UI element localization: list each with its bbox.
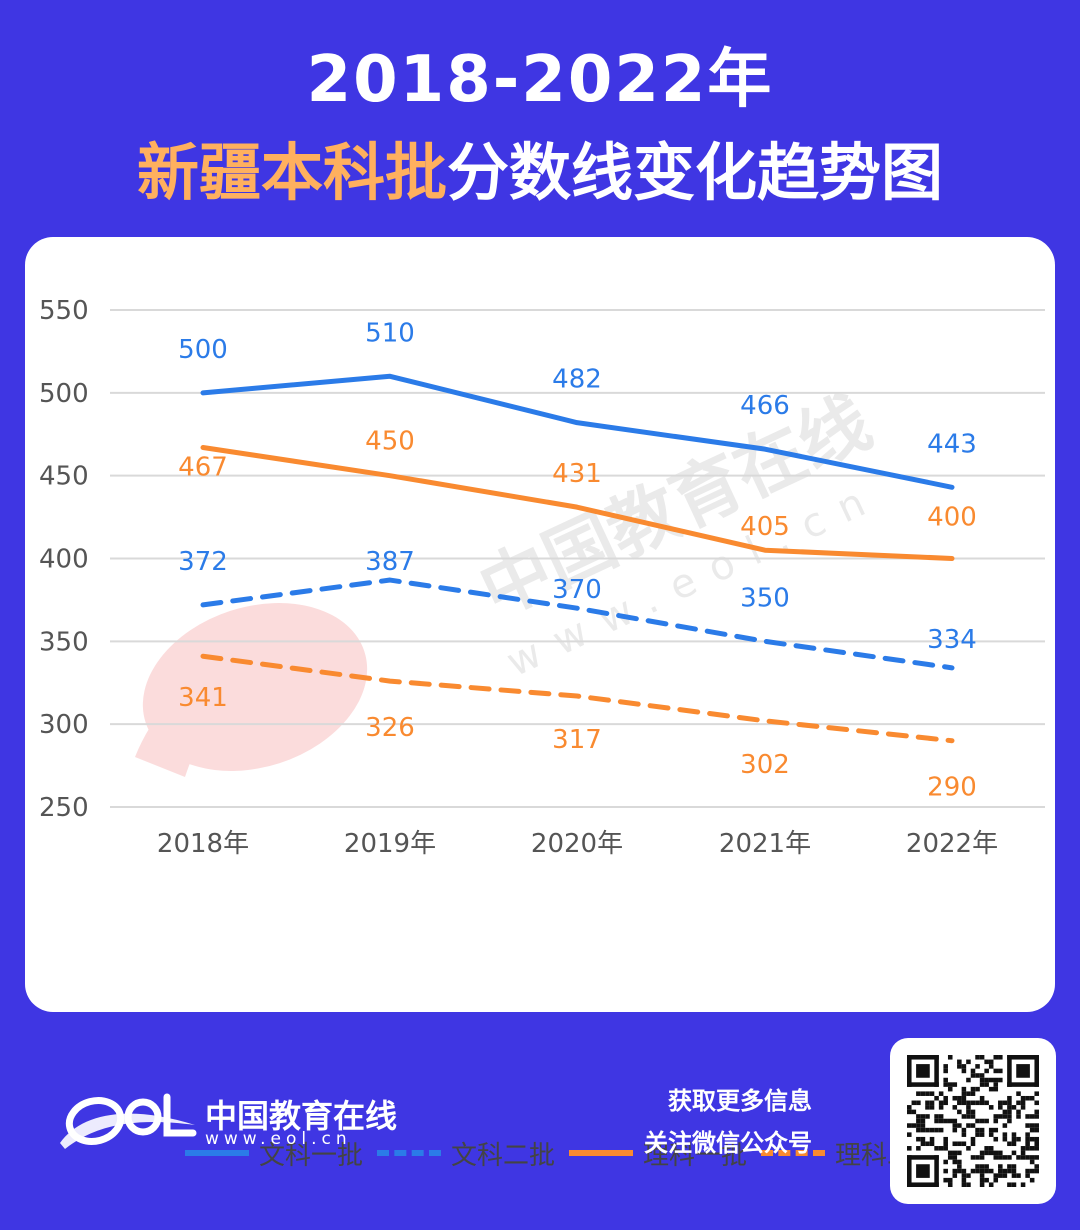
data-label: 443 bbox=[927, 429, 977, 459]
legend-swatch bbox=[185, 1150, 249, 1156]
data-label: 467 bbox=[178, 453, 228, 483]
data-label: 326 bbox=[365, 713, 415, 743]
brand-url: www.eol.cn bbox=[205, 1129, 352, 1149]
data-label: 350 bbox=[740, 583, 790, 613]
chart-legend: 文科一批 文科二批 理科一批 理科二批 bbox=[185, 1133, 953, 1173]
legend-item: 文科一批 bbox=[185, 1135, 363, 1172]
data-label: 431 bbox=[552, 459, 602, 489]
data-label: 370 bbox=[552, 575, 602, 605]
x-tick-label: 2022年 bbox=[906, 829, 998, 859]
data-label: 510 bbox=[365, 318, 415, 348]
watermark-logo-swoosh bbox=[135, 637, 355, 777]
y-tick-label: 450 bbox=[39, 462, 89, 492]
data-label: 341 bbox=[178, 683, 228, 713]
qr-code[interactable] bbox=[890, 1038, 1056, 1204]
legend-label: 理科一批 bbox=[643, 1140, 748, 1171]
legend-swatch bbox=[569, 1150, 634, 1156]
subtitle-highlight: 新疆本科批 bbox=[136, 136, 447, 209]
y-tick-label: 400 bbox=[39, 545, 89, 575]
legend-swatch bbox=[761, 1150, 826, 1156]
page-subtitle: 新疆本科批分数线变化趋势图 bbox=[0, 122, 1080, 212]
x-tick-label: 2019年 bbox=[344, 829, 436, 859]
data-label: 372 bbox=[178, 547, 228, 577]
data-label: 450 bbox=[365, 427, 415, 457]
x-tick-label: 2018年 bbox=[157, 829, 249, 859]
brand-logo: 中国教育在线 www.eol.cn bbox=[55, 1085, 415, 1155]
series-line bbox=[200, 577, 955, 671]
data-label: 500 bbox=[178, 335, 228, 365]
legend-label: 文科二批 bbox=[451, 1140, 556, 1171]
data-label: 317 bbox=[552, 725, 602, 755]
follow-line-1: 获取更多信息 bbox=[668, 1087, 812, 1115]
series-line bbox=[200, 373, 955, 490]
legend-swatch bbox=[377, 1150, 442, 1156]
x-tick-label: 2020年 bbox=[531, 829, 623, 859]
eol-logo-icon bbox=[60, 1093, 197, 1149]
chart-card: 中国教育在线 www.eol.cn 250 300 350 400 450 500 550 2… bbox=[25, 237, 1055, 1171]
follow-line-2: 关注微信公众号 bbox=[644, 1129, 812, 1157]
series-line bbox=[200, 445, 955, 561]
watermark-logo-shape bbox=[142, 603, 368, 771]
brand-name: 中国教育在线 bbox=[205, 1097, 398, 1135]
data-label: 290 bbox=[927, 773, 977, 803]
line-chart: 中国教育在线 www.eol.cn 2503003504004505005502… bbox=[39, 296, 1045, 859]
legend-item: 文科二批 bbox=[377, 1135, 555, 1172]
data-label: 482 bbox=[552, 365, 602, 395]
y-tick-label: 550 bbox=[39, 296, 89, 326]
data-label: 405 bbox=[740, 512, 790, 542]
data-label: 387 bbox=[365, 547, 415, 577]
data-label: 334 bbox=[927, 625, 977, 655]
subtitle-rest: 分数线变化趋势图 bbox=[447, 136, 944, 209]
data-label: 466 bbox=[740, 391, 790, 421]
page-title: 2018-2022年 bbox=[306, 43, 774, 117]
follow-text: 获取更多信息 关注微信公众号 bbox=[644, 1080, 812, 1164]
y-tick-label: 250 bbox=[39, 793, 89, 823]
legend-label: 文科一批 bbox=[259, 1140, 364, 1171]
data-label: 302 bbox=[740, 750, 790, 780]
y-tick-label: 500 bbox=[39, 379, 89, 409]
legend-item: 理科一批 bbox=[569, 1135, 747, 1172]
y-tick-label: 300 bbox=[39, 710, 89, 740]
x-tick-label: 2021年 bbox=[719, 829, 811, 859]
data-label: 400 bbox=[927, 503, 977, 533]
qr-code-icon bbox=[907, 1055, 1039, 1187]
series-line bbox=[200, 653, 955, 744]
y-tick-label: 350 bbox=[39, 627, 89, 657]
